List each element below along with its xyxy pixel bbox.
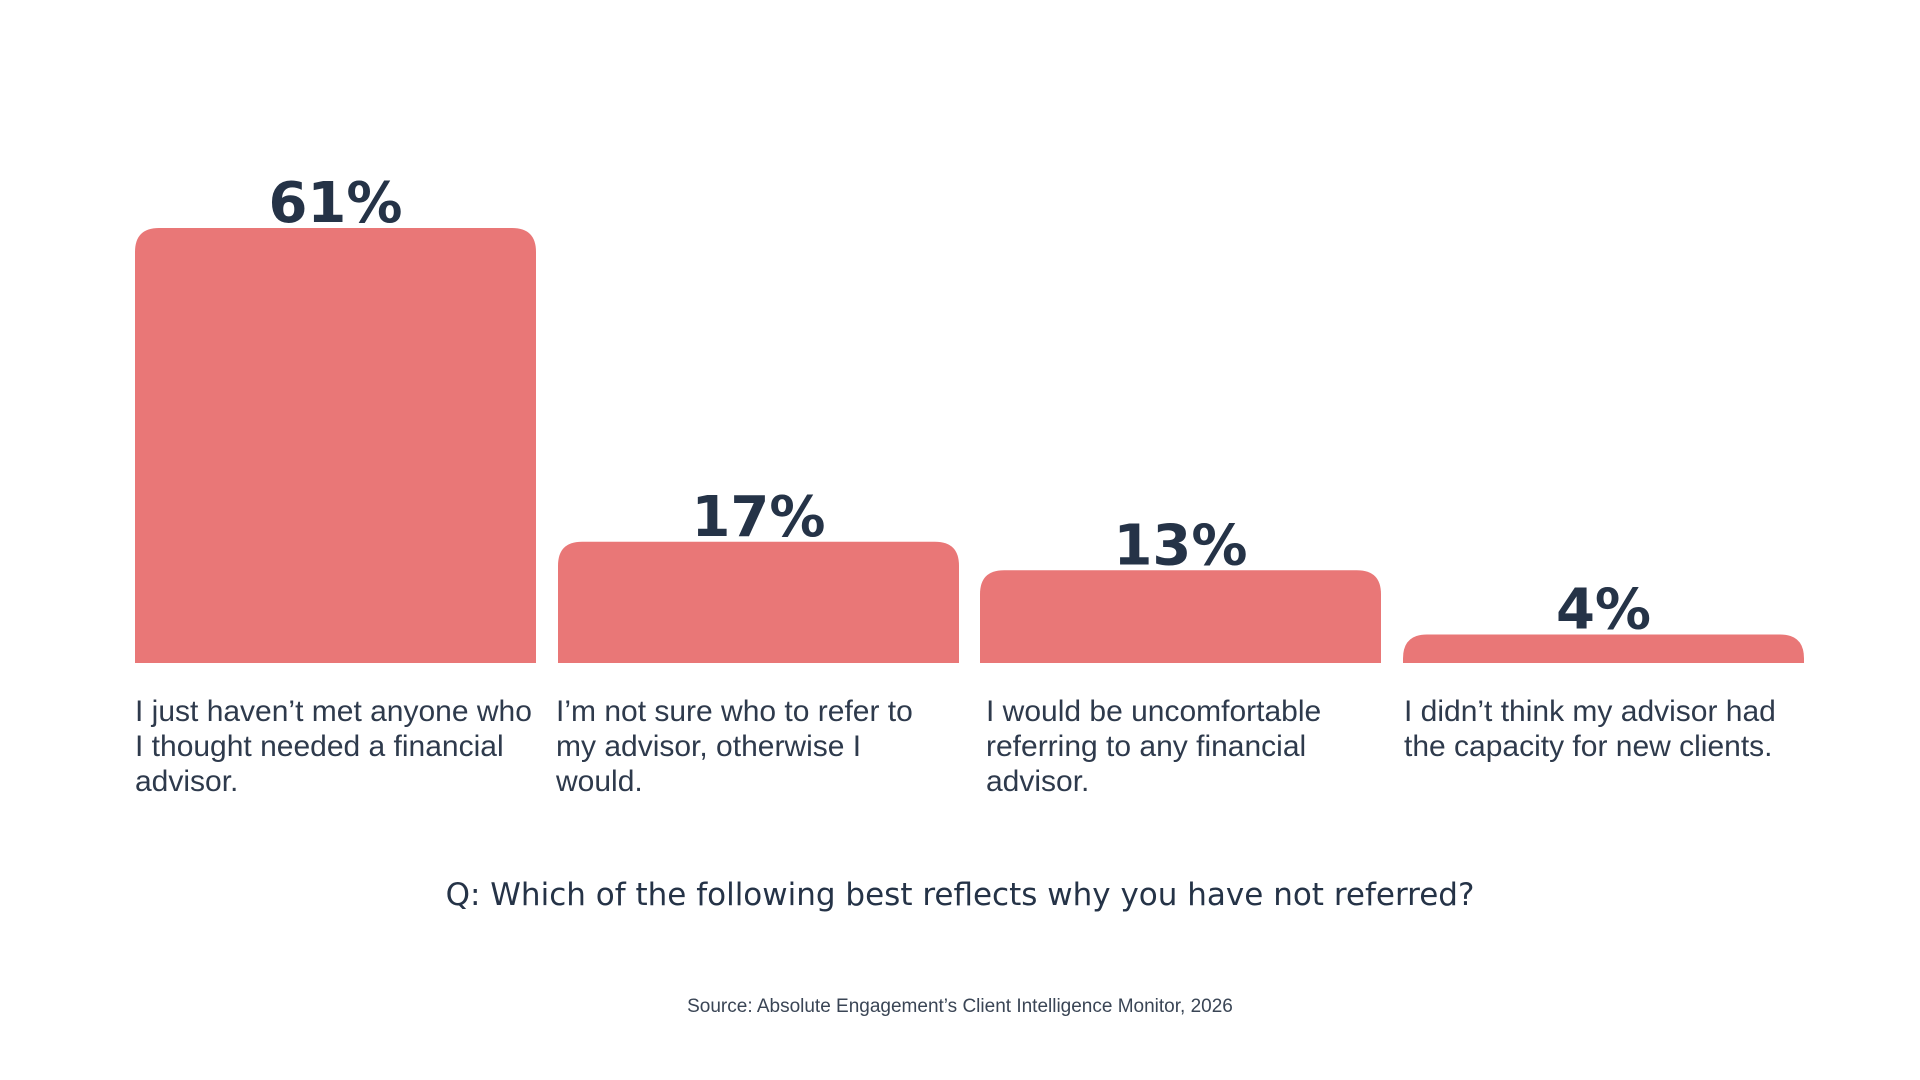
bar-value-label: 61% <box>268 171 402 236</box>
bar <box>135 228 536 663</box>
category-label: I’m not sure who to refer to my advisor,… <box>556 695 913 798</box>
survey-question: Q: Which of the following best reflects … <box>445 877 1475 913</box>
category-label: I just haven’t met anyone who I thought … <box>135 695 532 798</box>
bars-group <box>135 228 1804 663</box>
bar-value-label: 13% <box>1113 513 1247 578</box>
bar <box>558 541 959 663</box>
bar <box>1403 634 1804 663</box>
value-labels-group: 61% 17% 13% 4% <box>268 171 1651 642</box>
bar <box>980 570 1381 663</box>
bar-value-label: 4% <box>1556 577 1651 642</box>
source-note: Source: Absolute Engagement’s Client Int… <box>687 996 1233 1017</box>
category-label: I would be uncomfortable referring to an… <box>986 695 1322 798</box>
bar-value-label: 17% <box>691 485 825 550</box>
category-label: I didn’t think my advisor had the capaci… <box>1404 695 1776 763</box>
